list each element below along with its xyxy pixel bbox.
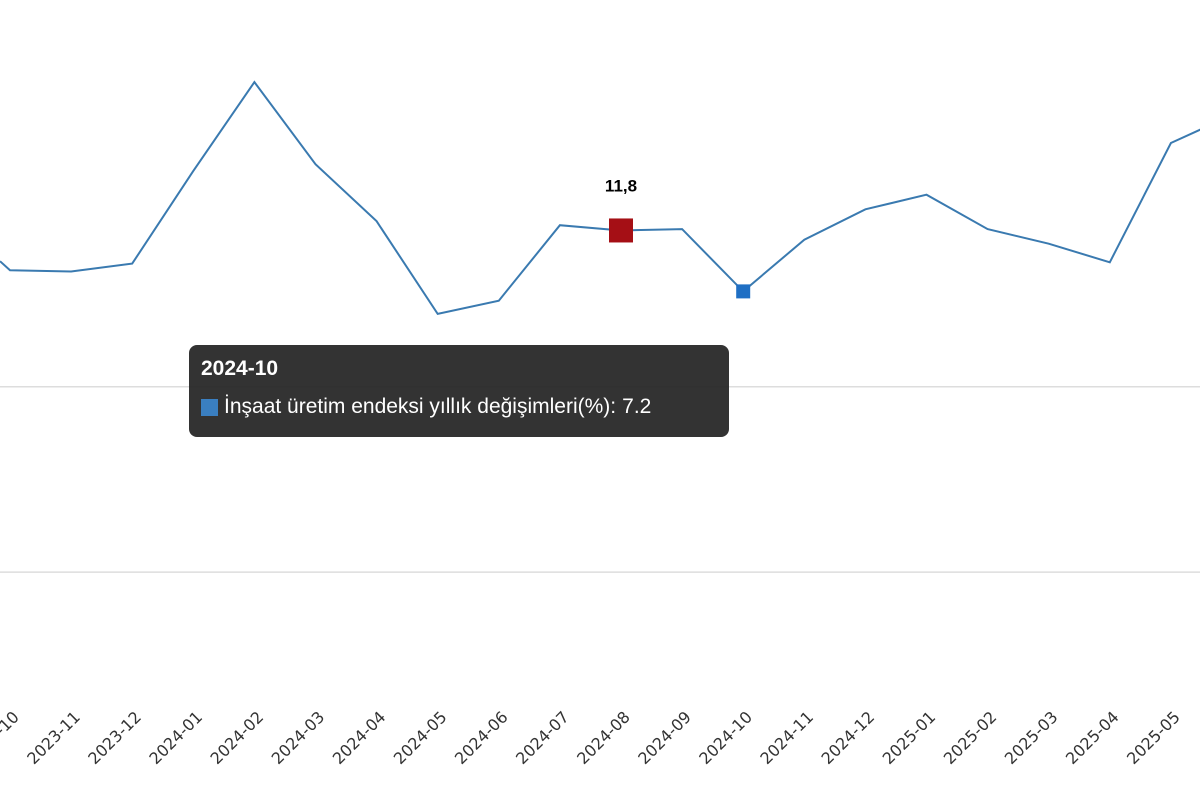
tooltip-series-name: İnşaat üretim endeksi yıllık değişimleri… — [224, 395, 611, 418]
highlight-marker-2024-10 — [736, 284, 751, 299]
data-point-2024-02[interactable] — [250, 78, 258, 86]
data-point-2025-02[interactable] — [984, 225, 992, 233]
data-point-2024-03[interactable] — [312, 160, 320, 168]
data-point-2023-11[interactable] — [67, 268, 75, 276]
data-point-2024-04[interactable] — [373, 217, 381, 225]
tooltip-row: İnşaat üretim endeksi yıllık değişimleri… — [201, 393, 717, 421]
tooltip-title: 2024-10 — [201, 357, 279, 380]
x-tick-label-2025-03: 2025-03 — [1001, 707, 1062, 768]
x-tick-label-2024-11: 2024-11 — [756, 707, 817, 768]
x-tick-label-2024-09: 2024-09 — [634, 707, 695, 768]
data-point-2024-01[interactable] — [189, 167, 197, 175]
data-point-2024-09[interactable] — [678, 225, 686, 233]
data-point-2024-06[interactable] — [495, 297, 503, 305]
x-tick-label-2024-01: 2024-01 — [145, 707, 206, 768]
x-tick-label-2024-02: 2024-02 — [207, 707, 268, 768]
data-point-2024-12[interactable] — [861, 205, 869, 213]
x-tick-label-2024-10: 2024-10 — [695, 707, 756, 768]
data-point-2023-10[interactable] — [6, 266, 14, 274]
data-point-2025-04[interactable] — [1106, 258, 1114, 266]
data-point-2025-03[interactable] — [1045, 240, 1053, 248]
x-tick-label-2024-04: 2024-04 — [329, 707, 390, 768]
x-tick-label-2024-05: 2024-05 — [390, 707, 451, 768]
x-tick-label-2024-12: 2024-12 — [818, 707, 879, 768]
markers: 11,8 — [605, 176, 751, 299]
data-point-2024-11[interactable] — [800, 236, 808, 244]
data-point-2023-12[interactable] — [128, 260, 136, 268]
data-point-2024-07[interactable] — [556, 221, 564, 229]
data-point-2025-05[interactable] — [1167, 139, 1175, 147]
data-point-2024-05[interactable] — [434, 310, 442, 318]
series-line — [0, 80, 1200, 316]
data-point-2025-01[interactable] — [923, 191, 931, 199]
x-tick-label-2024-03: 2024-03 — [268, 707, 329, 768]
tooltip: 2024-10 İnşaat üretim endeksi yıllık değ… — [189, 345, 729, 437]
x-tick-label-2025-05: 2025-05 — [1123, 707, 1184, 768]
x-tick-label-2023-10: -10 — [0, 707, 23, 739]
x-axis-tick-labels: -10 2023-11 2023-12 2024-01 2024-02 2024-03 20… — [0, 707, 1184, 768]
data-label-2024-08: 11,8 — [605, 176, 637, 195]
series-line-group — [0, 78, 1200, 318]
x-tick-label-2025-01: 2025-01 — [879, 707, 940, 768]
x-tick-label-2025-02: 2025-02 — [940, 707, 1001, 768]
x-tick-label-2023-11: 2023-11 — [23, 707, 84, 768]
tooltip-series-swatch — [201, 398, 218, 416]
x-tick-label-2023-12: 2023-12 — [84, 707, 145, 768]
x-tick-label-2024-08: 2024-08 — [573, 707, 634, 768]
tooltip-value: 7.2 — [622, 395, 652, 418]
x-tick-label-2024-06: 2024-06 — [451, 707, 512, 768]
x-tick-label-2025-04: 2025-04 — [1062, 707, 1123, 768]
x-tick-label-2024-07: 2024-07 — [512, 707, 573, 768]
annotation-marker-2024-08 — [609, 218, 633, 243]
